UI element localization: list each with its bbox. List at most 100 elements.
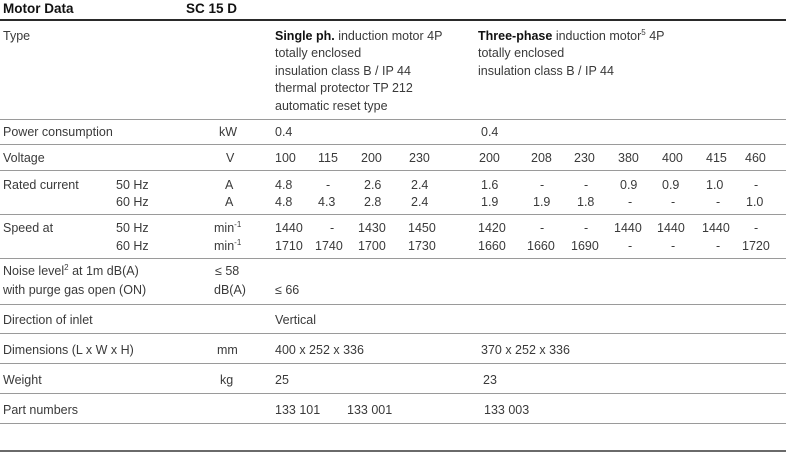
single-phase-type-line1: Single ph. induction motor 4P bbox=[275, 29, 443, 43]
voltage-value: 100 bbox=[275, 151, 296, 165]
speed-value: 1740 bbox=[315, 239, 343, 253]
speed-value: - bbox=[628, 239, 633, 253]
voltage-value: 115 bbox=[318, 151, 338, 165]
model-name: SC 15 D bbox=[186, 1, 238, 16]
current-freq-50: 50 Hz bbox=[116, 178, 149, 192]
speed-value: - bbox=[754, 221, 759, 235]
type-label: Type bbox=[3, 29, 31, 43]
row-divider bbox=[0, 170, 786, 171]
speed-value: - bbox=[330, 221, 335, 235]
voltage-label: Voltage bbox=[3, 151, 45, 165]
current-label: Rated current bbox=[3, 178, 79, 192]
current-freq-60: 60 Hz bbox=[116, 195, 149, 209]
header-divider bbox=[0, 19, 786, 21]
current-value: 0.9 bbox=[662, 178, 680, 192]
current-value: 4.8 bbox=[275, 195, 293, 209]
row-divider bbox=[0, 258, 786, 259]
speed-value: 1690 bbox=[571, 239, 599, 253]
current-value: 1.9 bbox=[533, 195, 551, 209]
inlet-label: Direction of inlet bbox=[3, 313, 93, 327]
power-unit: kW bbox=[219, 125, 238, 139]
weight-label: Weight bbox=[3, 373, 42, 387]
speed-value: 1440 bbox=[275, 221, 303, 235]
current-value: 1.6 bbox=[481, 178, 499, 192]
dimensions-single: 400 x 252 x 336 bbox=[275, 343, 364, 357]
noise-purge-unit: dB(A) bbox=[214, 283, 246, 297]
speed-value: 1440 bbox=[702, 221, 730, 235]
row-divider bbox=[0, 393, 786, 394]
row-divider bbox=[0, 304, 786, 305]
three-phase-type-line: insulation class B / IP 44 bbox=[478, 64, 614, 78]
single-phase-type-line: automatic reset type bbox=[275, 99, 388, 113]
current-value: 2.6 bbox=[364, 178, 382, 192]
speed-value: 1430 bbox=[358, 221, 386, 235]
power-single-value: 0.4 bbox=[275, 125, 293, 139]
table-bottom-border bbox=[0, 450, 786, 452]
voltage-value: 380 bbox=[618, 151, 639, 165]
voltage-value: 415 bbox=[706, 151, 727, 165]
single-phase-type-line: insulation class B / IP 44 bbox=[275, 64, 411, 78]
speed-freq-50: 50 Hz bbox=[116, 221, 149, 235]
speed-value: - bbox=[540, 221, 545, 235]
current-value: - bbox=[671, 195, 676, 209]
single-phase-type-line: totally enclosed bbox=[275, 46, 362, 60]
table-title: Motor Data bbox=[3, 1, 74, 16]
power-label: Power consumption bbox=[3, 125, 113, 139]
current-value: - bbox=[754, 178, 759, 192]
noise-purge-value: ≤ 66 bbox=[275, 283, 300, 297]
current-value: 1.9 bbox=[481, 195, 499, 209]
voltage-unit: V bbox=[226, 151, 235, 165]
current-value: - bbox=[540, 178, 545, 192]
speed-label: Speed at bbox=[3, 221, 54, 235]
current-value: 4.8 bbox=[275, 178, 293, 192]
speed-value: 1440 bbox=[614, 221, 642, 235]
voltage-value: 200 bbox=[479, 151, 500, 165]
parts-label: Part numbers bbox=[3, 403, 79, 417]
speed-unit-60: min-1 bbox=[214, 238, 242, 254]
current-value: 4.3 bbox=[318, 195, 336, 209]
current-unit-50: A bbox=[225, 178, 234, 192]
voltage-value: 230 bbox=[409, 151, 430, 165]
current-value: 1.0 bbox=[706, 178, 724, 192]
noise-label: Noise level2 at 1m dB(A) bbox=[3, 263, 139, 279]
speed-value: 1720 bbox=[742, 239, 770, 253]
voltage-value: 200 bbox=[361, 151, 382, 165]
current-value: 1.0 bbox=[746, 195, 764, 209]
part-number: 133 003 bbox=[484, 403, 530, 417]
current-value: 0.9 bbox=[620, 178, 638, 192]
weight-single: 25 bbox=[275, 373, 289, 387]
voltage-value: 460 bbox=[745, 151, 766, 165]
dimensions-unit: mm bbox=[217, 343, 238, 357]
row-divider bbox=[0, 363, 786, 364]
speed-value: - bbox=[716, 239, 721, 253]
noise-purge-label: with purge gas open (ON) bbox=[3, 283, 147, 297]
current-value: - bbox=[326, 178, 331, 192]
voltage-value: 400 bbox=[662, 151, 683, 165]
speed-value: 1660 bbox=[527, 239, 555, 253]
row-divider bbox=[0, 144, 786, 145]
current-value: 1.8 bbox=[577, 195, 595, 209]
current-value: - bbox=[584, 178, 589, 192]
speed-value: 1440 bbox=[657, 221, 685, 235]
speed-value: - bbox=[584, 221, 589, 235]
row-divider bbox=[0, 119, 786, 120]
part-number: 133 001 bbox=[347, 403, 393, 417]
row-divider bbox=[0, 214, 786, 215]
current-value: 2.4 bbox=[411, 178, 429, 192]
current-value: 2.4 bbox=[411, 195, 429, 209]
speed-value: 1700 bbox=[358, 239, 386, 253]
current-value: 2.8 bbox=[364, 195, 382, 209]
three-phase-type-line: totally enclosed bbox=[478, 46, 565, 60]
single-phase-type-line: thermal protector TP 212 bbox=[275, 81, 413, 95]
row-divider bbox=[0, 423, 786, 424]
speed-value: 1730 bbox=[408, 239, 436, 253]
part-number: 133 101 bbox=[275, 403, 321, 417]
dimensions-three: 370 x 252 x 336 bbox=[481, 343, 570, 357]
speed-unit-50: min-1 bbox=[214, 220, 242, 236]
speed-value: 1450 bbox=[408, 221, 436, 235]
speed-value: 1420 bbox=[478, 221, 506, 235]
speed-value: 1660 bbox=[478, 239, 506, 253]
weight-unit: kg bbox=[220, 373, 234, 387]
three-phase-type-line1: Three-phase induction motor5 4P bbox=[478, 28, 665, 44]
power-three-value: 0.4 bbox=[481, 125, 499, 139]
